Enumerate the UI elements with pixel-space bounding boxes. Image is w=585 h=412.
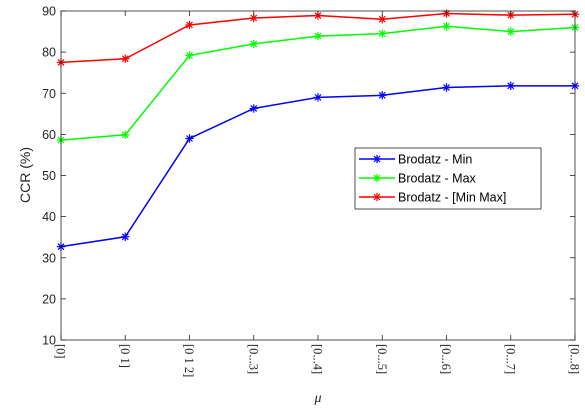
data-point-s0-7: [506, 81, 515, 91]
y-tick-label: 10: [42, 334, 56, 348]
data-point-s1-4: [313, 31, 323, 41]
y-tick-label: 60: [42, 128, 56, 142]
x-tick-label: [0...5]: [375, 344, 389, 374]
data-point-s2-5: [378, 15, 387, 24]
data-point-s1-2: [185, 51, 194, 60]
y-tick-label: 40: [42, 210, 56, 224]
legend-label-1: Brodatz - Max: [398, 172, 477, 186]
data-point-s0-4: [313, 93, 323, 102]
legend-swatch-marker: [372, 173, 382, 183]
y-tick-label: 80: [42, 46, 56, 60]
data-point-s1-1: [121, 130, 130, 139]
y-tick-label: 30: [42, 251, 56, 265]
x-tick-label: [0...8]: [568, 344, 582, 374]
legend-label-2: Brodatz - [Min Max]: [398, 191, 506, 205]
legend: Brodatz - Min Brodatz - Max Brodatz - [Min…: [354, 147, 542, 210]
data-point-s1-3: [249, 39, 258, 49]
data-point-s2-1: [121, 54, 130, 63]
data-point-s2-2: [185, 20, 194, 30]
y-tick-label: 50: [42, 169, 56, 183]
x-tick-label: [0]: [54, 344, 68, 359]
legend-swatch-marker: [372, 192, 382, 202]
legend-swatch-marker: [372, 154, 382, 164]
data-point-s0-5: [378, 91, 387, 100]
data-point-s0-6: [442, 83, 451, 92]
x-tick-label: [0...7]: [503, 344, 517, 374]
x-tick-label: [0...6]: [439, 344, 453, 374]
data-point-s1-6: [442, 22, 451, 31]
data-point-s1-5: [378, 29, 387, 38]
data-point-s1-7: [506, 27, 515, 36]
x-tick-label: [0 1]: [118, 344, 132, 368]
x-tick-label: [0...4]: [311, 344, 325, 374]
data-point-s0-2: [185, 134, 194, 143]
data-point-s0-1: [121, 232, 130, 241]
legend-label-0: Brodatz - Min: [398, 153, 472, 167]
data-point-s0-3: [249, 104, 258, 113]
x-axis-title: μ: [313, 391, 321, 406]
y-tick-label: 70: [42, 87, 56, 101]
x-tick-label: [0...3]: [246, 344, 260, 374]
y-tick-label: 20: [42, 292, 56, 306]
x-tick-label: [0 1 2]: [182, 344, 196, 377]
y-axis-title: CCR (%): [17, 147, 33, 203]
y-tick-label: 90: [42, 5, 56, 19]
axis-ticks: 10 20 30 40 50 60 70 80 90 [0] [0 1] [0 1 2] [0...3]…: [42, 5, 581, 378]
